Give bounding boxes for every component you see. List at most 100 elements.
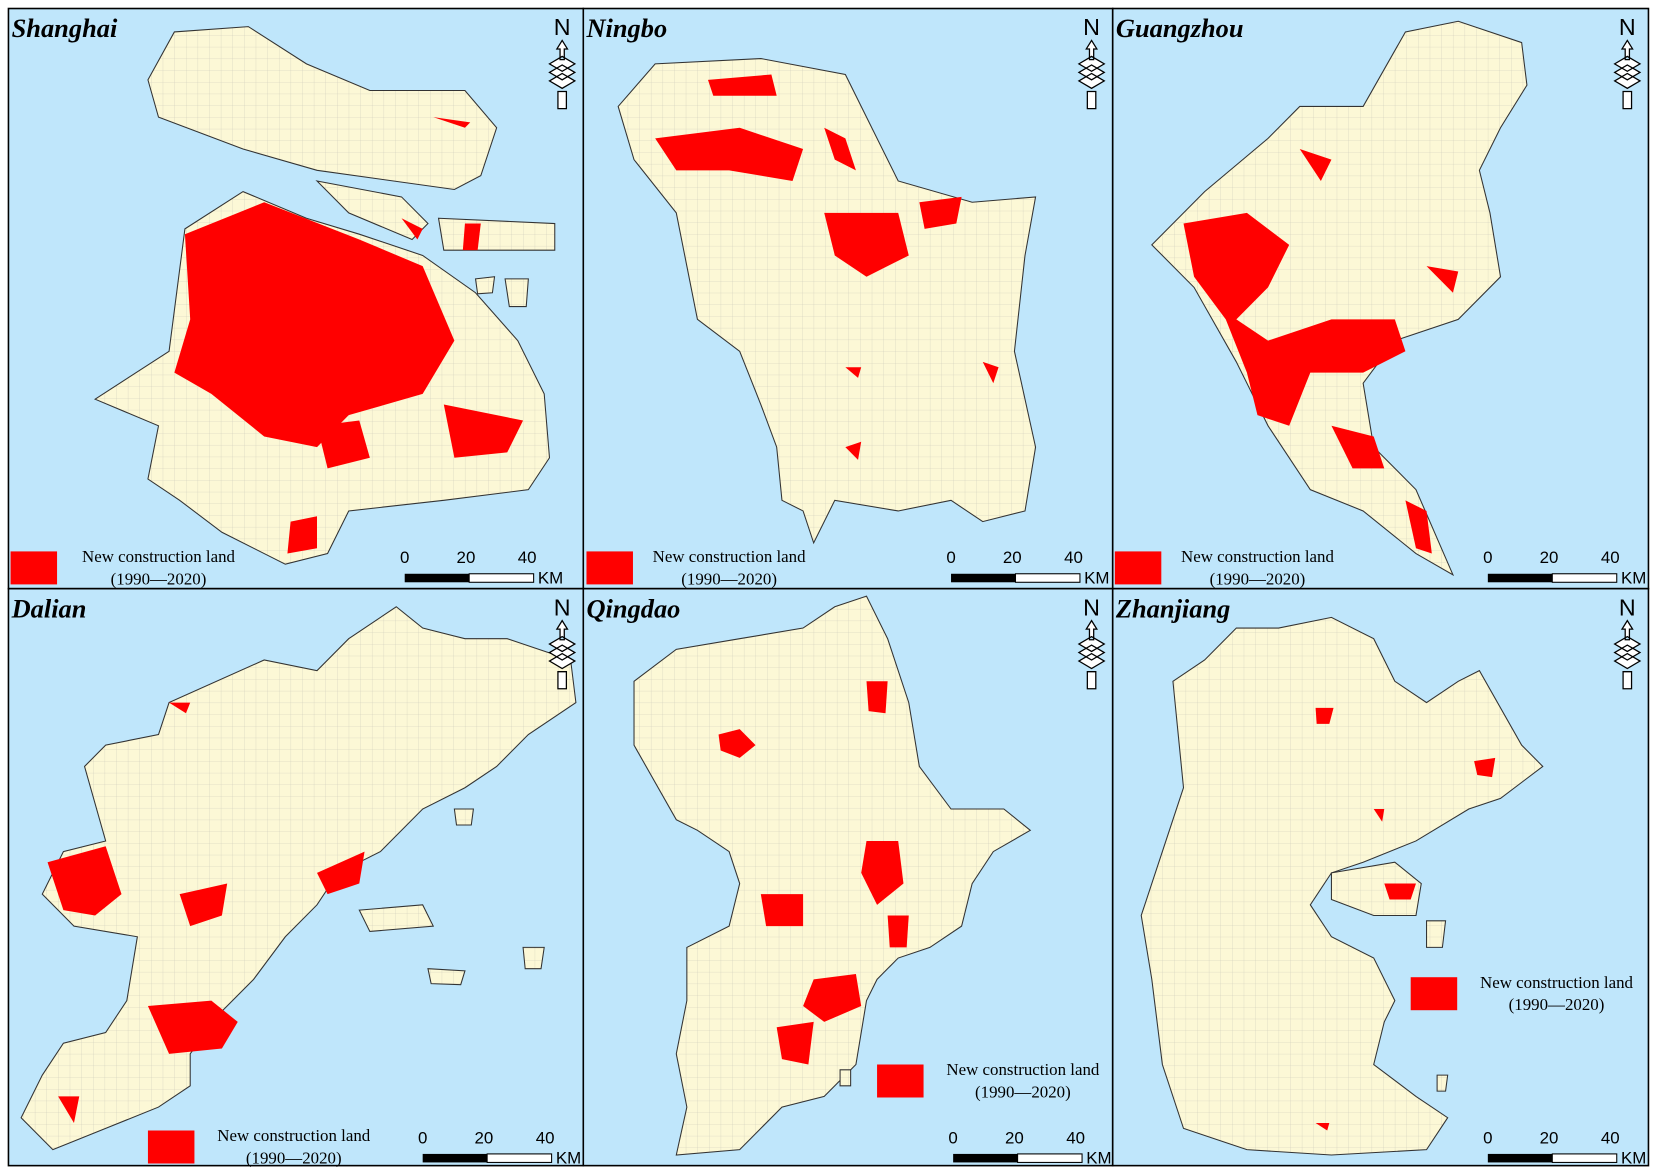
construction-land <box>866 681 888 714</box>
construction-land <box>433 117 471 128</box>
map-content <box>1151 20 1528 577</box>
scale-white <box>468 573 535 583</box>
legend-label: New construction land <box>217 1126 370 1145</box>
north-label: N <box>1619 594 1636 620</box>
panel-title: Shanghai <box>12 13 118 43</box>
legend-period: (1990—2020) <box>246 1148 342 1167</box>
land <box>1151 20 1528 577</box>
scale-label: 20 <box>1005 1128 1024 1147</box>
scale-black <box>1487 573 1553 583</box>
land <box>504 278 529 308</box>
scale-white <box>486 1153 553 1163</box>
scale-label: 0 <box>418 1128 427 1147</box>
scale-white <box>1551 1153 1618 1163</box>
scale-label: 0 <box>1483 1128 1492 1147</box>
construction-land <box>861 840 904 905</box>
land <box>437 217 556 251</box>
construction-land <box>58 1096 80 1124</box>
legend-swatch <box>586 551 633 585</box>
map-content <box>617 58 1037 545</box>
legend-swatch <box>10 551 58 585</box>
scale-white <box>1017 1153 1083 1163</box>
scale-label: 40 <box>518 548 537 567</box>
legend-label: New construction land <box>82 547 235 566</box>
panels: Shanghai N New construction land (1990—2020… <box>7 7 1650 1168</box>
scale-white <box>1014 573 1081 583</box>
panel-title: Qingdao <box>586 593 680 623</box>
north-arrow <box>548 619 577 690</box>
scale-unit: KM <box>538 568 563 587</box>
legend-label: New construction land <box>653 547 806 566</box>
construction-land <box>707 74 777 96</box>
north-label: N <box>1083 594 1100 620</box>
map-content <box>633 595 1032 1156</box>
map-panel: Qingdao N New construction land (1990—2020)… <box>582 587 1114 1168</box>
construction-land <box>174 202 455 448</box>
construction-land <box>401 218 423 240</box>
construction-land <box>443 404 524 458</box>
construction-land <box>462 223 481 251</box>
construction-land <box>1183 212 1406 426</box>
scale-unit: KM <box>1084 568 1109 587</box>
construction-land <box>1331 425 1385 469</box>
legend-swatch <box>1410 977 1458 1011</box>
legend-period: (1990—2020) <box>1509 995 1605 1014</box>
scale-label: 0 <box>1483 548 1492 567</box>
panel-border <box>1111 587 1650 1167</box>
legend-period: (1990—2020) <box>1210 569 1306 588</box>
construction-land <box>1384 883 1416 900</box>
land <box>358 904 435 932</box>
scale-label: 40 <box>1064 548 1083 567</box>
land <box>474 276 496 295</box>
scale-white <box>1551 573 1618 583</box>
construction-land <box>845 441 862 460</box>
map-content <box>20 606 577 1151</box>
scale-black <box>953 1153 1018 1163</box>
construction-land <box>919 196 962 229</box>
north-arrow <box>548 39 577 110</box>
north-arrow <box>1613 39 1642 110</box>
panel-title: Dalian <box>11 593 87 623</box>
construction-land <box>824 127 856 171</box>
map-panel: Dalian N New construction land (1990—2020) 0… <box>7 587 585 1168</box>
north-label: N <box>554 14 571 40</box>
scale-unit: KM <box>556 1148 581 1167</box>
construction-land <box>1373 809 1385 822</box>
scale-label: 20 <box>1540 548 1559 567</box>
construction-land <box>169 702 191 714</box>
legend-swatch <box>1114 551 1162 585</box>
construction-land <box>887 915 909 948</box>
construction-land <box>1426 266 1459 293</box>
scale-label: 40 <box>1601 1128 1620 1147</box>
map-panel: Shanghai N New construction land (1990—2020… <box>7 7 585 590</box>
construction-land <box>317 851 365 895</box>
scale-black <box>404 573 470 583</box>
land <box>1436 1074 1449 1092</box>
scale-label: 20 <box>475 1128 494 1147</box>
scale-unit: KM <box>1621 568 1646 587</box>
north-label: N <box>1083 14 1100 40</box>
construction-land <box>1315 1123 1330 1131</box>
scale-black <box>951 573 1016 583</box>
construction-land <box>718 729 756 758</box>
land <box>522 946 545 970</box>
construction-land <box>1405 500 1432 554</box>
legend-period: (1990—2020) <box>111 569 207 588</box>
construction-land <box>803 974 862 1022</box>
map-panel: Zhanjiang N New construction land (1990—202… <box>1111 587 1650 1168</box>
map-panel: Guangzhou N New construction land (1990—202… <box>1111 7 1650 590</box>
construction-land <box>287 516 318 554</box>
land <box>1140 616 1544 1156</box>
construction-land <box>47 846 122 916</box>
scale-label: 20 <box>1540 1128 1559 1147</box>
construction-land <box>982 361 999 384</box>
land <box>147 26 498 191</box>
scale-label: 40 <box>1066 1128 1085 1147</box>
land <box>1330 861 1422 917</box>
north-arrow <box>1077 619 1106 690</box>
scale-label: 0 <box>946 548 955 567</box>
map-content <box>1140 616 1544 1156</box>
scale-label: 20 <box>457 548 476 567</box>
panel-title: Ningbo <box>585 13 667 43</box>
scale-label: 20 <box>1003 548 1022 567</box>
